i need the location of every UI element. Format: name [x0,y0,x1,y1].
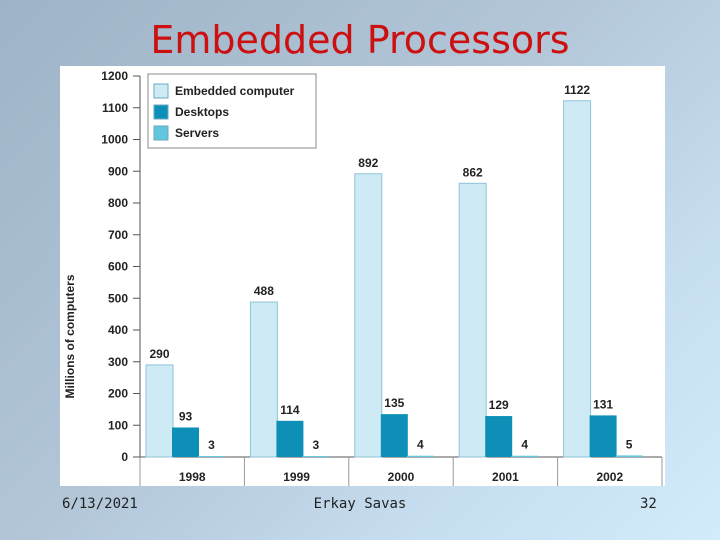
data-label-servers-2002: 5 [626,437,633,451]
bar-embedded-computer-2001 [458,182,487,458]
legend-box [147,73,317,149]
data-labels: 290 93 3 488 114 3 892 135 4 862 129 4 1122 131 5 [149,83,632,452]
data-label-embedded-computer-2001: 862 [463,165,483,179]
y-tick-label: 600 [108,260,128,274]
data-label-embedded-computer-2000: 892 [358,156,378,170]
legend: Embedded computer Desktops Servers [147,73,317,149]
bar-desktops-2000 [380,414,408,457]
bar-embedded-computer-2002 [563,100,592,458]
data-label-desktops-1999: 114 [280,403,300,417]
x-tick-label: 2000 [388,470,415,484]
chart-canvas: 0 100 200 300 400 500 600 700 800 900 1000 1100 1200… [63,69,663,486]
bar-servers-1999 [302,456,330,458]
slide-title: Embedded Processors [150,18,570,62]
data-label-desktops-2000: 135 [384,396,404,410]
footer-page-number: 32 [640,496,657,512]
y-tick-label: 900 [108,164,128,178]
data-label-desktops-1998: 93 [179,409,193,423]
bar-embedded-computer-2000 [354,173,383,458]
data-label-servers-2000: 4 [417,438,424,452]
axes: 0 100 200 300 400 500 600 700 800 900 1000 1100 1200… [63,69,663,486]
y-tick-label: 1000 [101,133,128,147]
y-tick-label: 300 [108,355,128,369]
x-tick-label: 2002 [596,470,623,484]
data-label-embedded-computer-1999: 488 [254,284,274,298]
x-tick-label: 1999 [283,470,310,484]
y-tick-label: 1100 [102,101,128,115]
data-label-servers-2001: 4 [521,438,528,452]
y-tick-label: 100 [108,418,128,432]
bars [145,100,643,458]
y-tick-label: 400 [108,323,128,337]
y-tick-label: 200 [108,387,128,401]
legend-swatch [153,104,169,120]
y-tick-label: 800 [108,196,128,210]
bar-desktops-2001 [485,416,513,457]
bar-desktops-1999 [276,420,304,457]
data-label-embedded-computer-2002: 1122 [564,83,590,97]
data-label-servers-1998: 3 [208,438,215,452]
x-tick-label: 2001 [492,470,519,484]
y-tick-label: 1200 [101,69,128,83]
data-label-desktops-2002: 131 [593,397,613,411]
legend-entry: Servers [175,126,219,140]
y-tick-label: 700 [108,228,128,242]
bar-servers-2002 [615,455,643,457]
legend-entry: Embedded computer [175,84,295,98]
data-label-servers-1999: 3 [313,438,320,452]
bar-desktops-1998 [172,427,199,457]
bar-servers-2001 [511,455,539,457]
bar-chart: 0 100 200 300 400 500 600 700 800 900 1000 1100 1200… [60,66,665,486]
legend-swatch [153,83,169,99]
bar-embedded-computer-1999 [249,301,278,458]
legend-swatch [153,125,169,141]
footer-date: 6/13/2021 [62,496,138,512]
footer-author: Erkay Savas [313,496,407,512]
data-label-embedded-computer-1998: 290 [149,347,169,361]
y-tick-label: 0 [121,450,128,464]
bar-desktops-2002 [589,415,617,457]
data-label-desktops-2001: 129 [489,398,509,412]
bar-servers-1998 [198,456,225,458]
x-tick-label: 1998 [179,470,206,484]
y-tick-label: 500 [108,291,128,305]
y-axis-title: Millions of computers [63,274,77,398]
legend-entry: Desktops [175,105,229,119]
bar-embedded-computer-1998 [145,364,174,458]
bar-servers-2000 [406,455,434,457]
